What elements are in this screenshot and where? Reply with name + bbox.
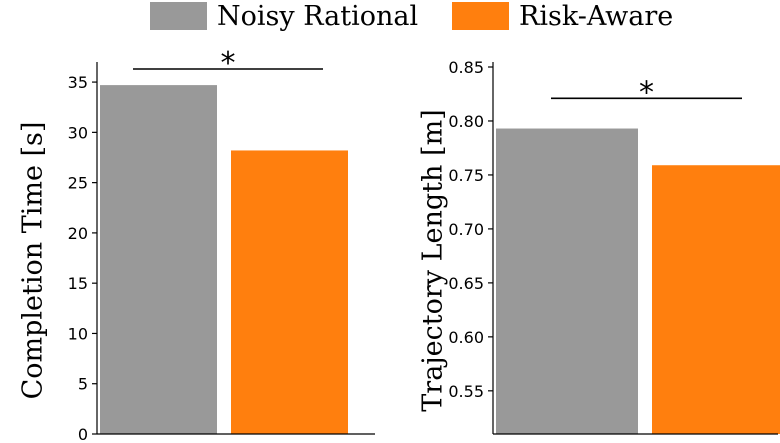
y-axis-title-trajectory-length: Trajectory Length [m]	[418, 109, 449, 411]
y-tick-label-completion-time: 10	[68, 324, 88, 343]
y-tick-label-completion-time: 20	[68, 224, 88, 243]
bar-completion-time-noisy-rational	[100, 85, 217, 434]
y-axis-title-completion-time: Completion Time [s]	[18, 122, 49, 400]
y-tick-label-completion-time: 30	[68, 123, 88, 142]
y-tick-label-trajectory-length: 0.55	[448, 382, 484, 401]
y-tick-label-completion-time: 25	[68, 174, 88, 193]
legend-label-risk-aware: Risk-Aware	[519, 0, 674, 32]
y-tick-label-completion-time: 5	[78, 375, 88, 394]
y-tick-label-completion-time: 15	[68, 274, 88, 293]
legend-item-risk-aware: Risk-Aware	[452, 0, 674, 32]
y-tick-label-completion-time: 0	[78, 425, 88, 443]
y-tick-label-trajectory-length: 0.80	[448, 112, 484, 131]
bar-trajectory-length-noisy-rational	[496, 128, 638, 434]
bar-trajectory-length-risk-aware	[652, 165, 780, 434]
y-tick-label-trajectory-length: 0.60	[448, 328, 484, 347]
y-tick-label-trajectory-length: 0.70	[448, 220, 484, 239]
chart-completion-time: 0 5 10 15 20 25 30 35 Completion Time [s] *	[18, 46, 375, 443]
y-tick-label-completion-time: 35	[68, 73, 88, 92]
legend-swatch-noisy-rational	[150, 2, 207, 30]
legend-swatch-risk-aware	[452, 2, 509, 30]
legend: Noisy Rational Risk-Aware	[0, 0, 780, 34]
significance-star-trajectory-length: *	[639, 75, 654, 110]
significance-star-completion-time: *	[221, 46, 236, 81]
y-tick-label-trajectory-length: 0.85	[448, 58, 484, 77]
bar-completion-time-risk-aware	[231, 150, 348, 435]
legend-item-noisy-rational: Noisy Rational	[150, 0, 419, 32]
y-tick-label-trajectory-length: 0.65	[448, 274, 484, 293]
legend-label-noisy-rational: Noisy Rational	[217, 0, 419, 32]
chart-trajectory-length: 0.55 0.60 0.65 0.70 0.75 0.80 0.85 Trajectory L…	[418, 58, 780, 435]
y-tick-label-trajectory-length: 0.75	[448, 166, 484, 185]
